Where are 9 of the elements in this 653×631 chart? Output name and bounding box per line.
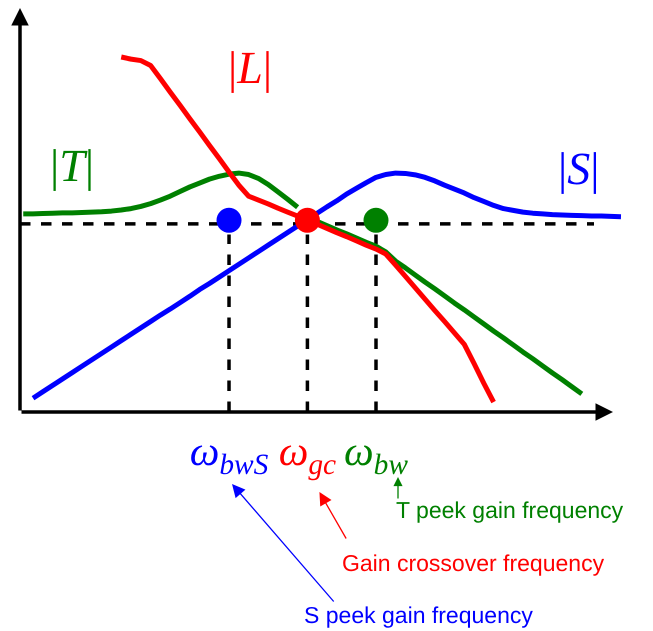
text: Gain crossover frequency	[342, 550, 605, 576]
x-tick-label: ω$_{bw}$	[344, 429, 408, 481]
series-label: |T|	[50, 140, 94, 191]
series-label: |S|	[558, 143, 600, 194]
text: T peek gain frequency	[396, 497, 624, 523]
x-tick-label: ω$_{gc}$	[278, 429, 336, 481]
x-tick-label: ω$_{bwS}$	[190, 429, 269, 481]
series-label: |L|	[228, 42, 272, 93]
text: S peek gain frequency	[304, 602, 534, 628]
